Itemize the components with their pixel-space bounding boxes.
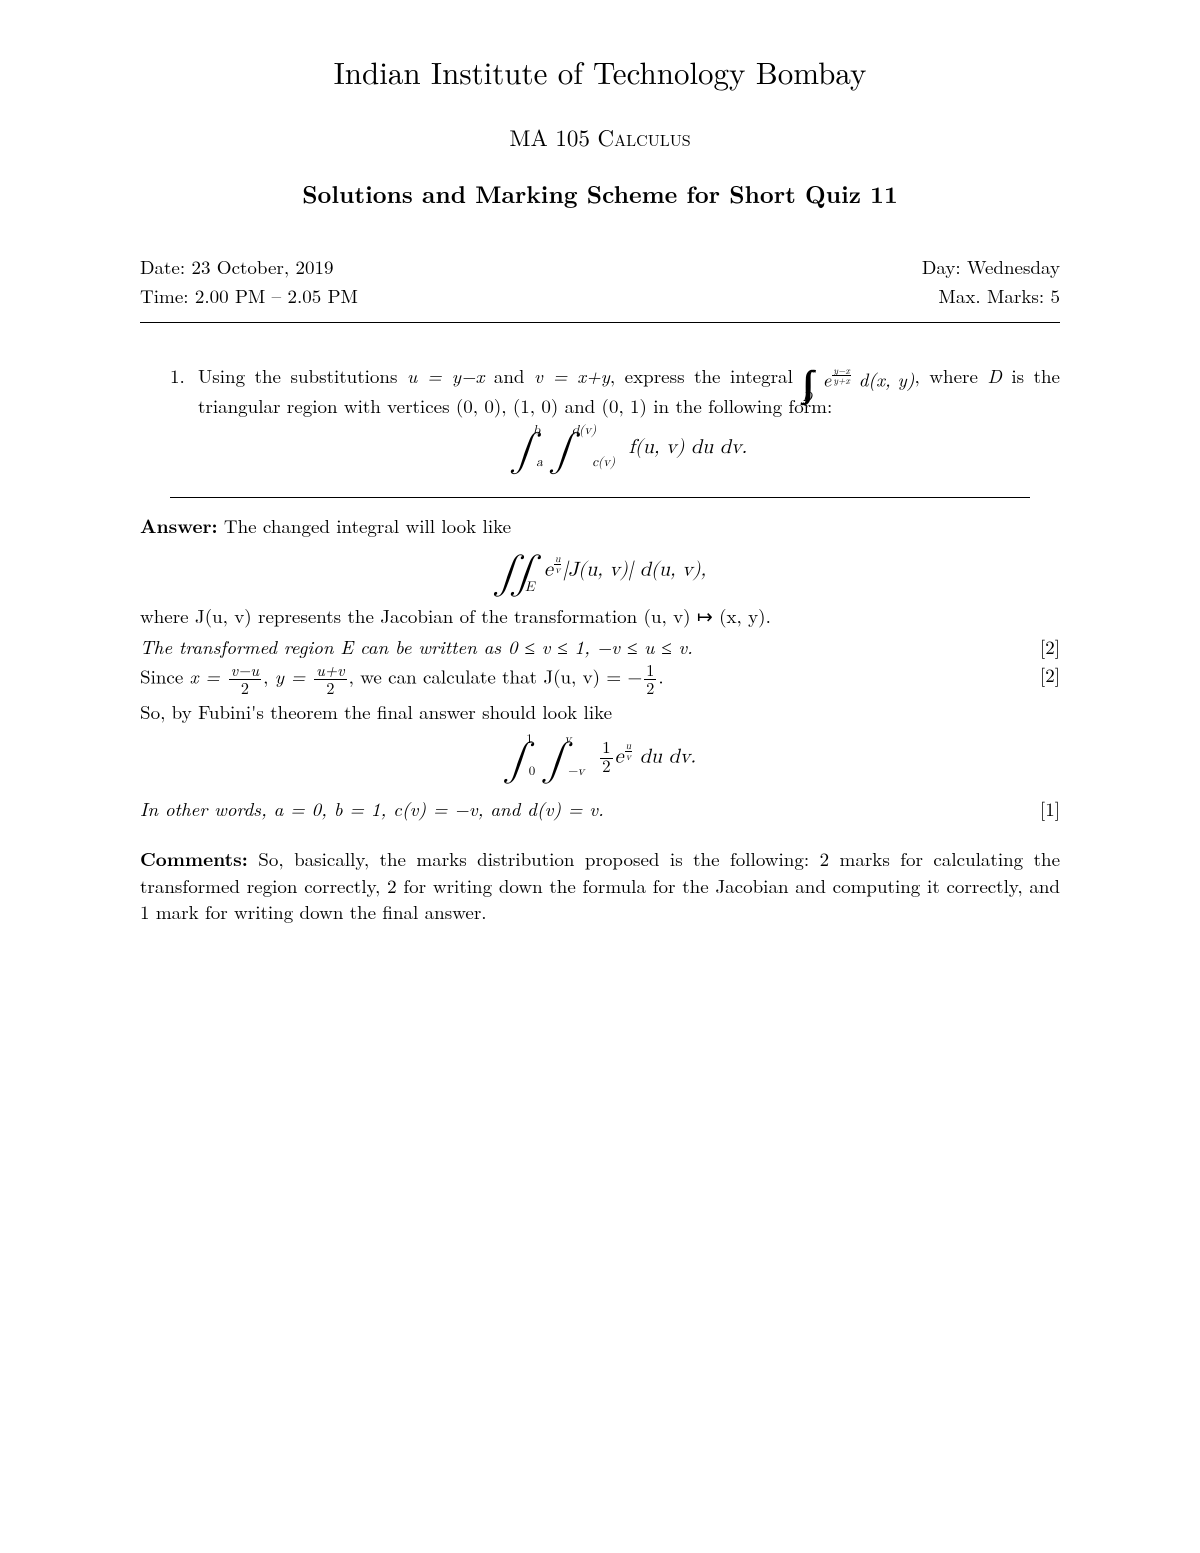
question-number: 1.: [170, 363, 198, 481]
answer-block: Answer: The changed integral will look l…: [140, 512, 1060, 926]
marks-line: Max. Marks: 5: [938, 282, 1060, 311]
divider-top: [140, 322, 1060, 323]
day-line: Day: Wednesday: [922, 253, 1060, 282]
comments: Comments: So, basically, the marks distr…: [140, 845, 1060, 926]
jacobian-definition: where J(u, v) represents the Jacobian of…: [140, 603, 1060, 630]
answer-label: Answer:: [140, 511, 218, 539]
time-line: Time: 2.00 PM – 2.05 PM: [140, 282, 358, 311]
date-line: Date: 23 October, 2019: [140, 253, 334, 282]
question-body: Using the substitutions u = y−x and v = …: [198, 363, 1060, 481]
mark-2b: [2]: [1022, 662, 1060, 697]
final-answer-line: In other words, a = 0, b = 1, c(v) = −v,…: [140, 796, 1060, 823]
jacobian-calc-line: Since x = v−u2, y = u+v2, we can calcula…: [140, 662, 1060, 697]
question-integral-form: ∫ba∫d(v)c(v) f(u, v) du dv.: [198, 433, 1060, 461]
final-integral: ∫10∫v−v 12euv du dv.: [140, 740, 1060, 777]
answer-integral-1: ∫∫E euv|J(u, v)| d(u, v),: [140, 554, 1060, 583]
institution-title: Indian Institute of Technology Bombay: [140, 50, 1060, 93]
mark-2a: [2]: [1022, 634, 1060, 661]
region-line: The transformed region E can be written …: [140, 634, 1060, 661]
fubini-line: So, by Fubini's theorem the final answer…: [140, 699, 1060, 726]
meta-block: Date: 23 October, 2019 Day: Wednesday Ti…: [140, 253, 1060, 316]
course-title: MA 105 Calculus: [140, 121, 1060, 153]
doc-title: Solutions and Marking Scheme for Short Q…: [140, 178, 1060, 212]
divider-mid: [170, 497, 1030, 498]
mark-1: [1]: [1022, 796, 1060, 823]
question-1: 1. Using the substitutions u = y−x and v…: [170, 363, 1060, 481]
